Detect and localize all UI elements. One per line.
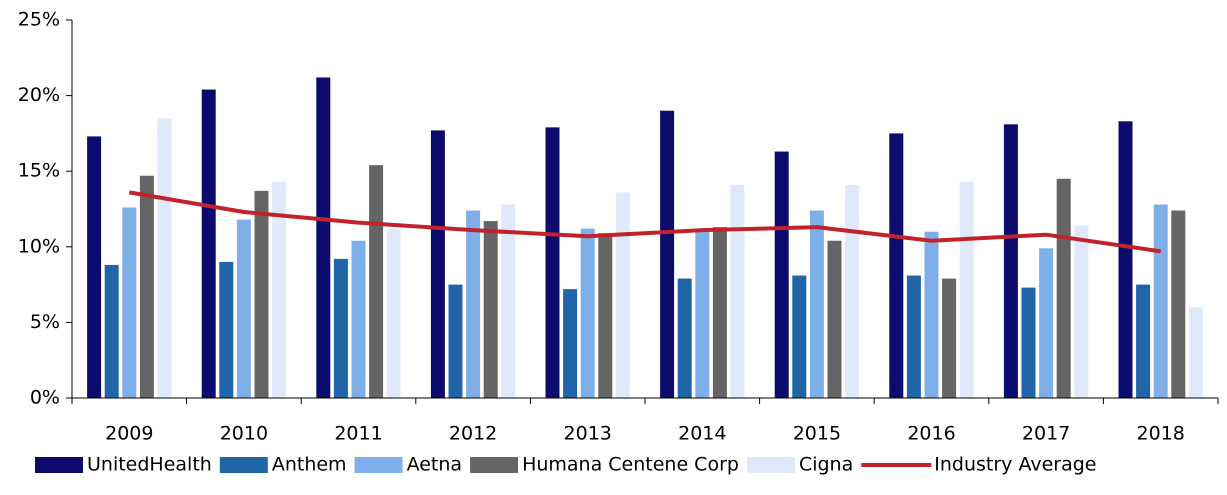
- x-tick-label: 2013: [564, 423, 612, 445]
- bar: [1171, 210, 1186, 398]
- bar: [386, 228, 401, 398]
- legend-label: Humana Centene Corp: [522, 454, 739, 476]
- bar: [959, 181, 974, 398]
- bar: [809, 210, 824, 398]
- line-series: [128, 190, 1161, 254]
- legend-swatch: [219, 457, 268, 473]
- bar: [1153, 204, 1168, 398]
- bar: [139, 175, 154, 398]
- bar: [845, 184, 860, 398]
- bar: [792, 275, 807, 398]
- bar: [122, 207, 137, 398]
- bar: [448, 284, 463, 398]
- bar: [774, 151, 789, 398]
- x-tick-label: 2009: [105, 423, 153, 445]
- x-tick-label: 2015: [793, 423, 841, 445]
- bar: [483, 221, 498, 398]
- bar: [501, 204, 516, 398]
- legend-label: Anthem: [272, 454, 347, 476]
- bar: [677, 278, 692, 398]
- y-tick-label: 5%: [30, 311, 60, 333]
- bar: [563, 289, 578, 398]
- bar: [942, 278, 957, 398]
- bar: [157, 118, 172, 398]
- bar: [201, 89, 216, 398]
- y-tick-label: 10%: [18, 235, 60, 257]
- bar: [1021, 287, 1036, 398]
- bar: [236, 219, 251, 398]
- bar: [545, 127, 560, 399]
- bar: [924, 231, 939, 398]
- legend-swatch: [35, 457, 83, 473]
- x-tick-label: 2011: [334, 423, 382, 445]
- bar: [712, 227, 727, 398]
- x-tick-label: 2016: [907, 423, 955, 445]
- bar: [1003, 124, 1018, 398]
- bar: [889, 133, 904, 398]
- bar: [695, 231, 710, 398]
- legend-swatch: [354, 457, 403, 473]
- y-tick-label: 20%: [18, 84, 60, 106]
- bar: [219, 261, 234, 398]
- x-tick-label: 2018: [1137, 423, 1185, 445]
- bar: [827, 240, 842, 398]
- legend-label: UnitedHealth: [87, 454, 212, 476]
- bar: [1039, 248, 1054, 398]
- y-tick-label: 0%: [30, 387, 60, 409]
- bar: [615, 192, 630, 398]
- bar: [104, 264, 119, 398]
- bar: [430, 130, 445, 398]
- bar: [580, 228, 595, 398]
- bar: [906, 275, 921, 398]
- legend-swatch: [746, 457, 795, 473]
- bar: [598, 233, 613, 398]
- legend-label: Aetna: [407, 454, 463, 476]
- bar: [369, 165, 384, 398]
- bar: [87, 136, 102, 398]
- bar: [351, 240, 366, 398]
- bar: [1188, 307, 1203, 398]
- legend-label: Cigna: [799, 454, 853, 476]
- bar: [1136, 284, 1151, 398]
- x-tick-label: 2017: [1022, 423, 1070, 445]
- legend-label: Industry Average: [934, 454, 1096, 476]
- bar: [254, 190, 269, 398]
- bar: [466, 210, 481, 398]
- bar: [333, 258, 348, 398]
- legend-swatch: [470, 457, 519, 473]
- y-tick-label: 25%: [18, 9, 60, 31]
- x-tick-label: 2010: [220, 423, 268, 445]
- bar: [1118, 121, 1133, 398]
- bar: [316, 77, 331, 399]
- y-tick-label: 15%: [18, 160, 60, 182]
- bar: [730, 184, 745, 398]
- x-tick-label: 2014: [678, 423, 726, 445]
- bar: [1074, 225, 1089, 398]
- bar: [660, 110, 675, 398]
- x-tick-label: 2012: [449, 423, 497, 445]
- bar: [272, 181, 287, 398]
- bar: [1056, 178, 1071, 398]
